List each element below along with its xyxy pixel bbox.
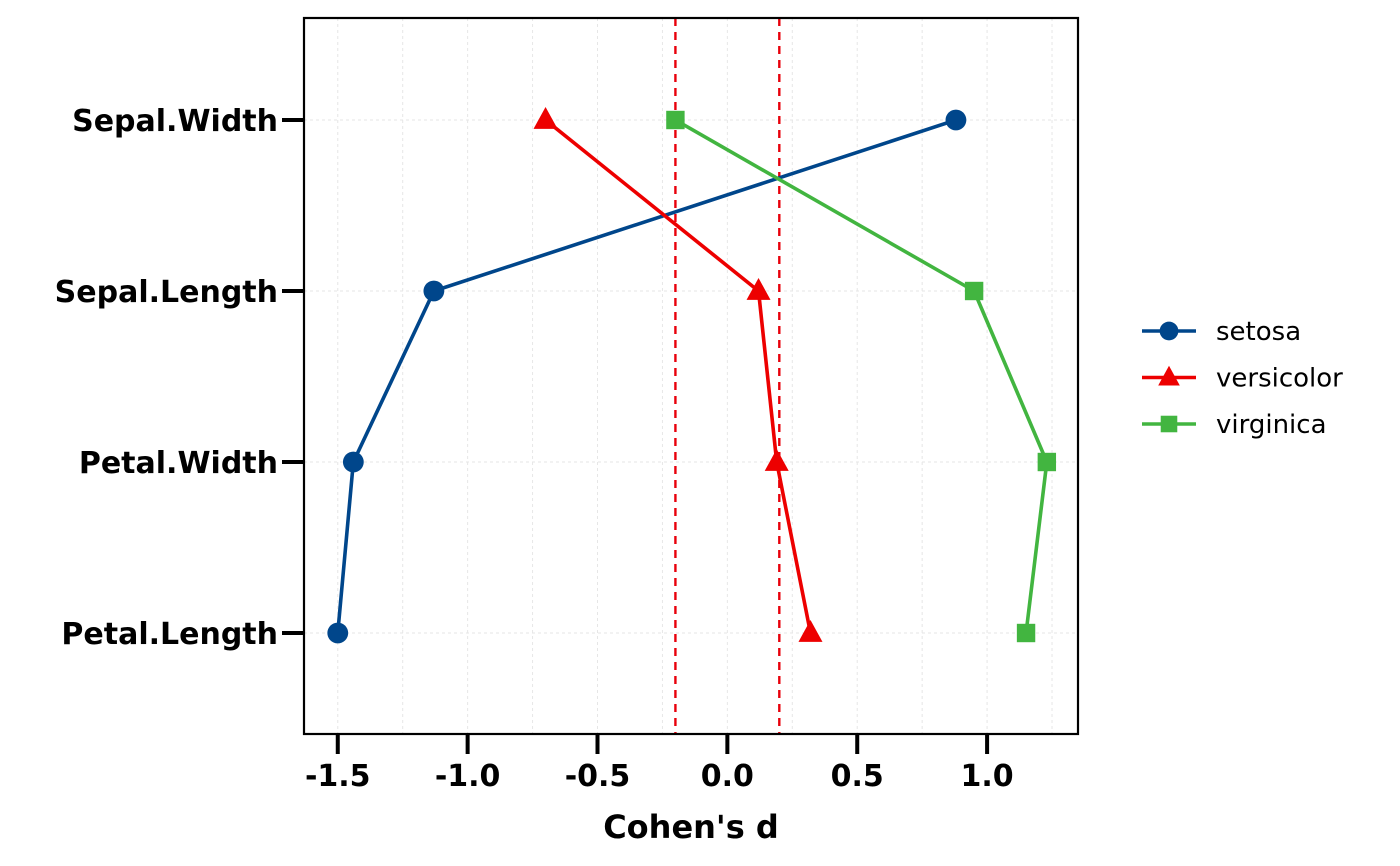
x-axis: -1.5 -1.0 -0.5 0.0 0.5 1.0 — [305, 734, 1014, 794]
series-setosa — [327, 109, 967, 644]
legend-marker — [1158, 365, 1180, 386]
data-point-versicolor — [533, 106, 558, 129]
y-tick-label: Sepal.Width — [72, 104, 278, 139]
y-tick-label: Petal.Length — [61, 617, 278, 652]
data-point-versicolor — [798, 619, 823, 642]
x-tick-label: 1.0 — [961, 759, 1014, 794]
data-point-setosa — [342, 451, 364, 473]
series-line-virginica — [674, 118, 1049, 634]
data-point-versicolor — [764, 448, 789, 471]
x-tick-label: -0.5 — [565, 759, 631, 794]
plot-background — [304, 18, 1078, 734]
legend: setosa versicolor virginica — [1142, 317, 1343, 440]
data-point-setosa — [327, 622, 349, 644]
series-layer — [327, 106, 1057, 644]
y-axis: Petal.Length Petal.Width Sepal.Length Sepal… — [55, 104, 304, 652]
data-point-virginica — [666, 110, 685, 130]
legend-marker — [1160, 415, 1178, 433]
x-tick-label: -1.0 — [435, 759, 501, 794]
legend-item-virginica: virginica — [1142, 410, 1327, 440]
data-point-versicolor — [746, 277, 771, 300]
reference-lines — [674, 18, 781, 734]
legend-marker — [1159, 321, 1179, 341]
data-point-virginica — [964, 281, 984, 301]
legend-item-versicolor: versicolor — [1142, 364, 1343, 394]
x-tick-label: 0.5 — [831, 759, 884, 794]
series-line-setosa — [335, 118, 957, 634]
legend-label: virginica — [1216, 410, 1327, 440]
data-point-setosa — [423, 280, 445, 302]
series-versicolor — [533, 106, 823, 642]
y-tick-label: Sepal.Length — [55, 275, 278, 310]
data-point-virginica — [1037, 452, 1057, 472]
x-tick-label: 0.0 — [701, 759, 754, 794]
legend-item-setosa: setosa — [1142, 317, 1301, 347]
legend-label: setosa — [1216, 317, 1301, 347]
plot-border — [302, 16, 1080, 736]
legend-label: versicolor — [1216, 364, 1343, 394]
series-line-versicolor — [544, 118, 813, 634]
x-axis-title: Cohen's d — [603, 808, 779, 846]
x-tick-label: -1.5 — [305, 759, 371, 794]
data-point-virginica — [1016, 623, 1036, 643]
series-virginica — [666, 110, 1057, 643]
data-point-setosa — [945, 109, 967, 131]
y-tick-label: Petal.Width — [79, 446, 278, 481]
